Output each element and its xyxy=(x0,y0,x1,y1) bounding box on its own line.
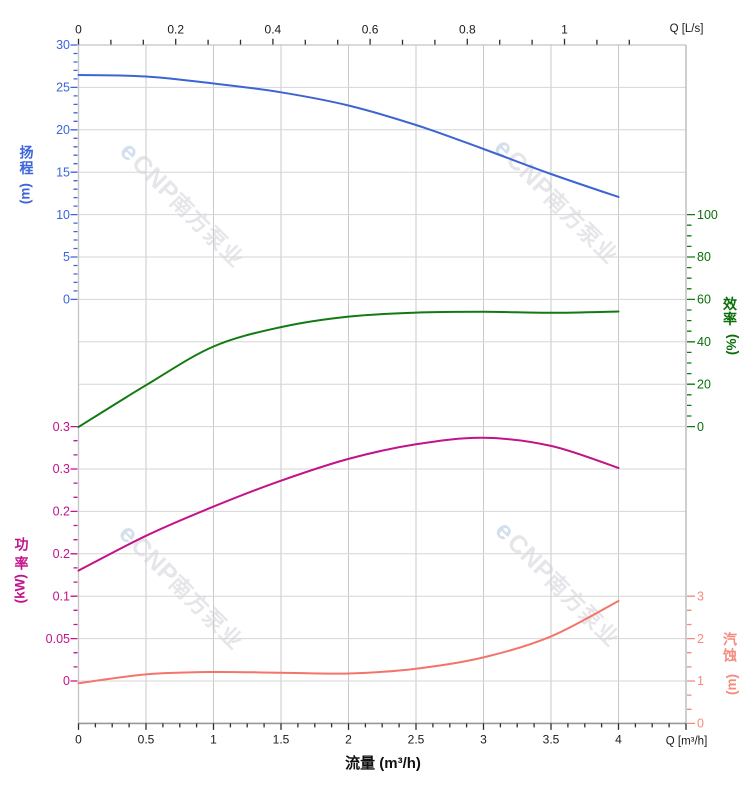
svg-text:扬: 扬 xyxy=(20,145,34,161)
svg-text:0.6: 0.6 xyxy=(362,22,379,36)
svg-text:0: 0 xyxy=(63,293,70,307)
svg-text:Q [L/s]: Q [L/s] xyxy=(670,23,704,35)
svg-text:(m): (m) xyxy=(724,674,739,695)
svg-text:流量 (m³/h): 流量 (m³/h) xyxy=(345,754,421,772)
svg-text:3: 3 xyxy=(480,732,487,746)
svg-text:汽: 汽 xyxy=(723,632,737,648)
svg-text:25: 25 xyxy=(56,81,70,95)
svg-text:5: 5 xyxy=(63,250,70,264)
svg-text:3: 3 xyxy=(697,589,704,603)
svg-text:1.5: 1.5 xyxy=(273,732,290,746)
svg-text:0: 0 xyxy=(63,674,70,688)
svg-text:0.4: 0.4 xyxy=(265,22,282,36)
svg-text:率: 率 xyxy=(723,311,737,327)
svg-text:2: 2 xyxy=(345,732,352,746)
svg-text:20: 20 xyxy=(697,377,711,391)
svg-text:30: 30 xyxy=(56,38,70,52)
svg-text:0.05: 0.05 xyxy=(46,632,70,646)
svg-text:蚀: 蚀 xyxy=(722,648,737,664)
svg-text:80: 80 xyxy=(697,250,711,264)
svg-text:1: 1 xyxy=(697,674,704,688)
svg-text:0.5: 0.5 xyxy=(138,732,155,746)
svg-text:0.1: 0.1 xyxy=(53,589,70,603)
svg-text:功: 功 xyxy=(15,537,29,553)
svg-text:程: 程 xyxy=(20,160,34,176)
svg-text:Q [m³/h]: Q [m³/h] xyxy=(666,736,708,748)
svg-text:2.5: 2.5 xyxy=(408,732,425,746)
svg-text:0: 0 xyxy=(697,717,704,731)
svg-text:0: 0 xyxy=(75,22,82,36)
svg-text:(%): (%) xyxy=(724,334,739,355)
svg-text:2: 2 xyxy=(697,632,704,646)
svg-text:0.2: 0.2 xyxy=(167,22,184,36)
svg-text:1: 1 xyxy=(210,732,217,746)
svg-text:(m): (m) xyxy=(18,183,33,204)
svg-text:0.8: 0.8 xyxy=(459,22,476,36)
svg-text:15: 15 xyxy=(56,165,70,179)
svg-text:100: 100 xyxy=(697,208,718,222)
svg-text:0: 0 xyxy=(697,420,704,434)
svg-text:4: 4 xyxy=(615,732,622,746)
svg-text:效: 效 xyxy=(723,296,738,312)
svg-text:40: 40 xyxy=(697,335,711,349)
svg-text:10: 10 xyxy=(56,208,70,222)
svg-text:60: 60 xyxy=(697,293,711,307)
svg-text:0.2: 0.2 xyxy=(53,547,70,561)
svg-text:率: 率 xyxy=(15,555,29,571)
svg-text:0: 0 xyxy=(75,732,82,746)
svg-text:0.2: 0.2 xyxy=(53,505,70,519)
svg-text:3.5: 3.5 xyxy=(543,732,560,746)
svg-text:0.3: 0.3 xyxy=(53,462,70,476)
svg-text:(kW): (kW) xyxy=(13,574,28,603)
svg-text:20: 20 xyxy=(56,123,70,137)
svg-text:1: 1 xyxy=(561,22,568,36)
svg-text:0.3: 0.3 xyxy=(53,420,70,434)
